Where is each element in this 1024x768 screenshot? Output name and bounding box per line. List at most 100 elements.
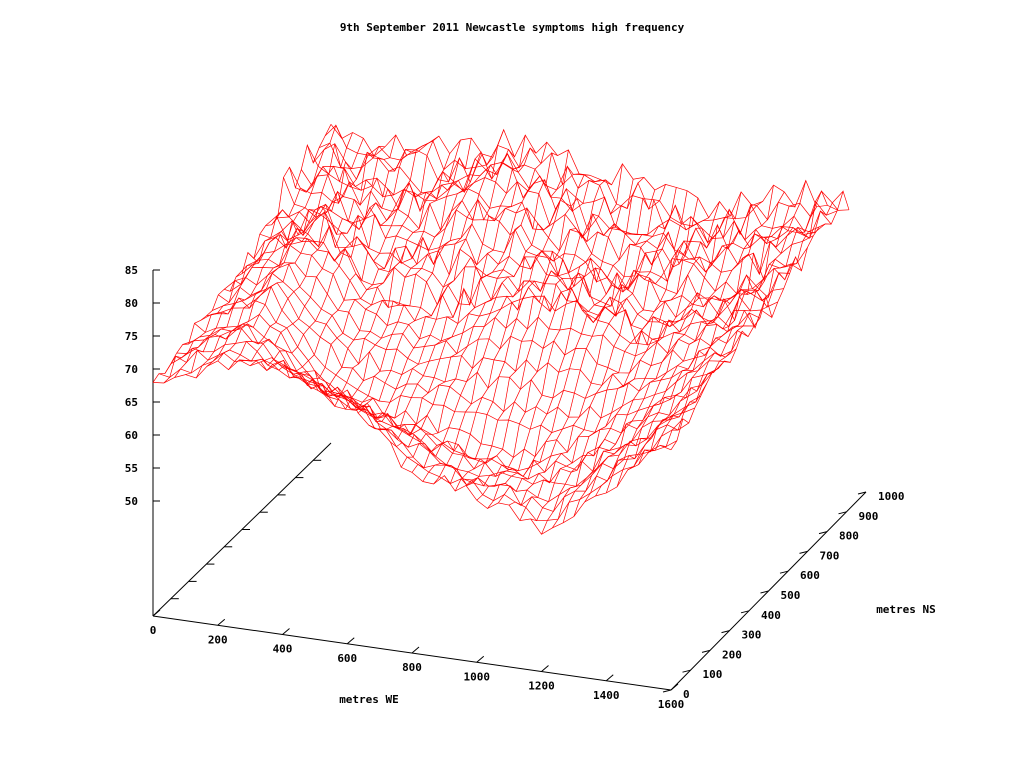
y-tick-label: 100 <box>703 668 723 681</box>
surface-line-y <box>465 177 645 487</box>
surface-line-y <box>498 187 677 504</box>
y-tick-label: 300 <box>742 629 762 642</box>
surface-line-y <box>660 202 839 448</box>
surface-line-x <box>170 341 689 503</box>
surface-line-y <box>627 180 807 471</box>
surface-line-y <box>271 153 451 387</box>
surface-line-y <box>390 149 569 448</box>
surface-line-y <box>174 132 353 378</box>
surface-line-x <box>158 352 678 522</box>
surface-line-y <box>649 190 828 452</box>
surface-line-x <box>188 323 707 477</box>
x-tick <box>282 628 290 635</box>
z-tick-label: 50 <box>125 495 138 508</box>
x-tick-label: 1600 <box>658 698 685 711</box>
y-tick <box>682 669 691 673</box>
y-tick-label: 200 <box>722 648 742 661</box>
surface-line-x <box>218 272 737 399</box>
surface-line-y <box>552 215 731 529</box>
x-tick <box>541 665 549 672</box>
surface-line-y <box>336 148 515 419</box>
x-axis-label: metres WE <box>339 693 399 706</box>
surface-mesh <box>152 124 850 535</box>
x-tick <box>476 655 485 663</box>
x-tick-label: 0 <box>150 624 157 637</box>
chart-title: 9th September 2011 Newcastle symptoms hi… <box>340 21 685 34</box>
surface-line-y <box>638 206 817 465</box>
x-tick-label: 600 <box>337 652 357 665</box>
y-tick <box>838 511 847 515</box>
surface-line-y <box>228 154 407 370</box>
surface-line-y <box>239 149 418 362</box>
z-tick-label: 60 <box>125 429 138 442</box>
surface-line-y <box>595 185 774 497</box>
y-tick-label: 600 <box>800 569 820 582</box>
x-tick <box>411 646 420 654</box>
surface-line-y <box>163 124 343 384</box>
surface-line-x <box>289 167 808 283</box>
z-tick-label: 70 <box>125 363 138 376</box>
surface-line-y <box>282 139 461 395</box>
y-tick <box>760 590 769 594</box>
surface-line-y <box>357 147 537 430</box>
surface-line-y <box>508 190 688 506</box>
surface-line-y <box>616 205 796 488</box>
y-axis-label: metres NS <box>876 603 936 616</box>
z-tick-label: 65 <box>125 396 138 409</box>
z-tick-label: 85 <box>125 264 138 277</box>
tick-labels: 0200400600800100012001400160001002003004… <box>125 264 905 711</box>
surface-line-y <box>325 129 505 411</box>
surface-line-x <box>330 124 850 219</box>
surface-line-y <box>400 165 580 468</box>
x-tick-label: 1000 <box>464 670 491 683</box>
z-tick-label: 75 <box>125 330 138 343</box>
y-tick-label: 700 <box>820 549 840 562</box>
surface-line-y <box>670 190 850 450</box>
surface-line-y <box>314 151 494 411</box>
x-tick <box>217 618 226 626</box>
x-tick <box>670 683 679 691</box>
x-tick-label: 1200 <box>528 680 555 693</box>
x-tick <box>152 609 161 617</box>
x-tick-label: 400 <box>273 643 293 656</box>
y-tick-label: 0 <box>683 688 690 701</box>
surface-line-y <box>584 201 763 503</box>
surface-line-y <box>185 138 364 375</box>
surface-line-y <box>195 154 375 379</box>
surface-line-y <box>519 197 699 521</box>
x-tick <box>605 674 614 682</box>
surface-line-y <box>573 205 753 517</box>
y-tick <box>857 491 867 495</box>
surface-line-y <box>206 146 386 367</box>
surface-line-y <box>152 124 332 383</box>
surface-line-y <box>541 201 720 535</box>
surface-line-y <box>217 134 397 362</box>
y-tick-label: 1000 <box>878 490 905 503</box>
surface-line-y <box>476 189 656 501</box>
x-tick-label: 200 <box>208 633 228 646</box>
y-tick <box>701 649 711 653</box>
y-tick <box>721 630 730 634</box>
y-tick-label: 800 <box>839 530 859 543</box>
surface-line-y <box>562 191 742 523</box>
z-tick-label: 80 <box>125 297 138 310</box>
y-tick <box>662 689 672 693</box>
surface-line-y <box>444 163 623 485</box>
y-tick-label: 400 <box>761 609 781 622</box>
surface-line-y <box>379 152 558 441</box>
x-tick-label: 800 <box>402 661 422 674</box>
surface-line-x <box>229 262 749 374</box>
y-tick-label: 500 <box>781 589 801 602</box>
surface-line-y <box>347 135 526 419</box>
surface-line-y <box>530 215 709 522</box>
surface-line-y <box>368 142 548 436</box>
surface-line-y <box>422 179 601 482</box>
surface-line-y <box>454 179 634 492</box>
y-tick <box>779 570 789 574</box>
y-tick-label: 900 <box>859 510 879 523</box>
y-tick <box>818 531 828 535</box>
y-tick <box>799 550 808 554</box>
surface-line-y <box>433 179 612 485</box>
surface-line-y <box>260 135 440 372</box>
